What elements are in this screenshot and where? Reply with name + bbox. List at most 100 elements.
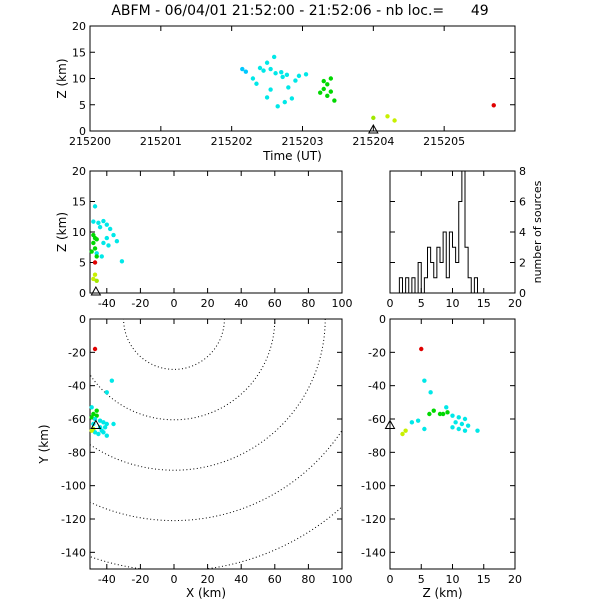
zy-point xyxy=(456,415,461,420)
xy-ytick-label: -20 xyxy=(68,346,86,359)
zy-point xyxy=(453,420,458,425)
xz-point xyxy=(107,226,113,232)
time-point xyxy=(279,70,284,75)
hist-xtick-label: 20 xyxy=(508,297,522,310)
time-point xyxy=(280,74,285,80)
time-point xyxy=(261,68,266,73)
xz-xtick-label: 60 xyxy=(268,297,282,310)
xy-ytick-label: -40 xyxy=(68,380,86,393)
zy-point xyxy=(456,426,461,432)
time-point xyxy=(268,87,273,92)
time-point xyxy=(325,93,330,99)
xy-ytick-label: -100 xyxy=(61,480,86,493)
zy-point xyxy=(475,428,480,433)
time-ytick-label: 10 xyxy=(72,73,86,86)
time-point xyxy=(293,78,298,83)
xz-point xyxy=(94,278,99,283)
xz-point xyxy=(94,254,99,259)
xy-ylabel: Y (km) xyxy=(37,424,51,464)
xy-xlabel: X (km) xyxy=(186,586,226,600)
hist-ytick-label: 6 xyxy=(519,196,526,209)
xz-xtick-label: 80 xyxy=(301,297,315,310)
xz-point xyxy=(101,240,106,246)
time-ytick-label: 15 xyxy=(72,46,86,59)
hist-xtick-label: 0 xyxy=(387,297,394,310)
station-marker xyxy=(90,419,102,429)
xy-point xyxy=(94,413,99,418)
hist-ytick-label: 0 xyxy=(519,287,526,300)
xz-point xyxy=(92,260,98,265)
time-point xyxy=(321,86,326,92)
zy-ytick-label: -120 xyxy=(361,513,386,526)
xy-xtick-label: -20 xyxy=(131,573,149,586)
time-ytick-label: 0 xyxy=(79,125,86,138)
xy-point xyxy=(101,430,106,435)
zy-point xyxy=(445,410,450,415)
zy-point xyxy=(427,411,432,417)
zy-point xyxy=(409,420,415,425)
time-point xyxy=(328,89,334,94)
xz-point xyxy=(106,243,111,248)
hist-ytick-label: 8 xyxy=(519,165,526,178)
zy-point xyxy=(400,431,405,437)
xz-ytick-label: 5 xyxy=(79,257,86,270)
xz-point xyxy=(99,254,104,259)
zy-point xyxy=(428,390,433,395)
zy-point xyxy=(431,408,436,413)
time-point xyxy=(332,98,337,103)
range-ring xyxy=(90,319,276,421)
time-point xyxy=(371,115,376,121)
zy-point xyxy=(403,428,408,433)
xy-xtick-label: 20 xyxy=(201,573,215,586)
xz-point xyxy=(92,204,98,209)
zy-xtick-label: 5 xyxy=(418,573,425,586)
station-marker xyxy=(384,419,396,429)
station-marker xyxy=(367,123,379,134)
xy-frame xyxy=(89,318,343,570)
xy-point xyxy=(89,405,94,410)
xy-xtick-label: 80 xyxy=(301,573,315,586)
xy-point xyxy=(89,415,94,420)
xz-point xyxy=(91,219,96,224)
zy-ytick-label: 0 xyxy=(379,313,386,326)
time-point xyxy=(271,54,277,60)
time-point xyxy=(240,66,245,72)
zy-point xyxy=(444,405,449,410)
zy-point xyxy=(459,421,465,427)
xy-ytick-label: -120 xyxy=(61,513,86,526)
zy-point xyxy=(462,416,468,422)
time-point xyxy=(325,82,330,87)
xy-xtick-label: 40 xyxy=(234,573,248,586)
zy-point xyxy=(440,411,446,417)
zy-xtick-label: 15 xyxy=(477,573,491,586)
time-point xyxy=(328,76,334,81)
xz-point xyxy=(89,249,94,254)
xy-point xyxy=(92,430,98,435)
xz-point xyxy=(91,240,96,246)
xz-xtick-label: 100 xyxy=(332,297,353,310)
xz-point xyxy=(104,235,110,241)
time-frame xyxy=(89,25,516,132)
xz-point xyxy=(97,224,103,230)
time-point xyxy=(296,73,302,79)
xy-point xyxy=(96,431,101,437)
xy-xtick-label: 0 xyxy=(171,573,178,586)
zy-point xyxy=(462,428,468,433)
xz-point xyxy=(101,218,106,224)
xy-ytick-label: -80 xyxy=(68,446,86,459)
hist-xtick-label: 15 xyxy=(477,297,491,310)
time-point xyxy=(318,90,323,95)
xy-point xyxy=(94,408,99,413)
time-point xyxy=(392,118,397,123)
zy-ytick-label: -40 xyxy=(368,380,386,393)
xz-xtick-label: 0 xyxy=(171,297,178,310)
xz-frame xyxy=(89,170,343,294)
time-point xyxy=(264,95,270,100)
xy-point xyxy=(91,411,96,417)
zy-point xyxy=(422,426,427,432)
xz-point xyxy=(94,251,99,256)
xz-point xyxy=(92,246,98,251)
time-xtick-label: 215203 xyxy=(282,135,324,148)
time-ytick-label: 20 xyxy=(72,20,86,33)
